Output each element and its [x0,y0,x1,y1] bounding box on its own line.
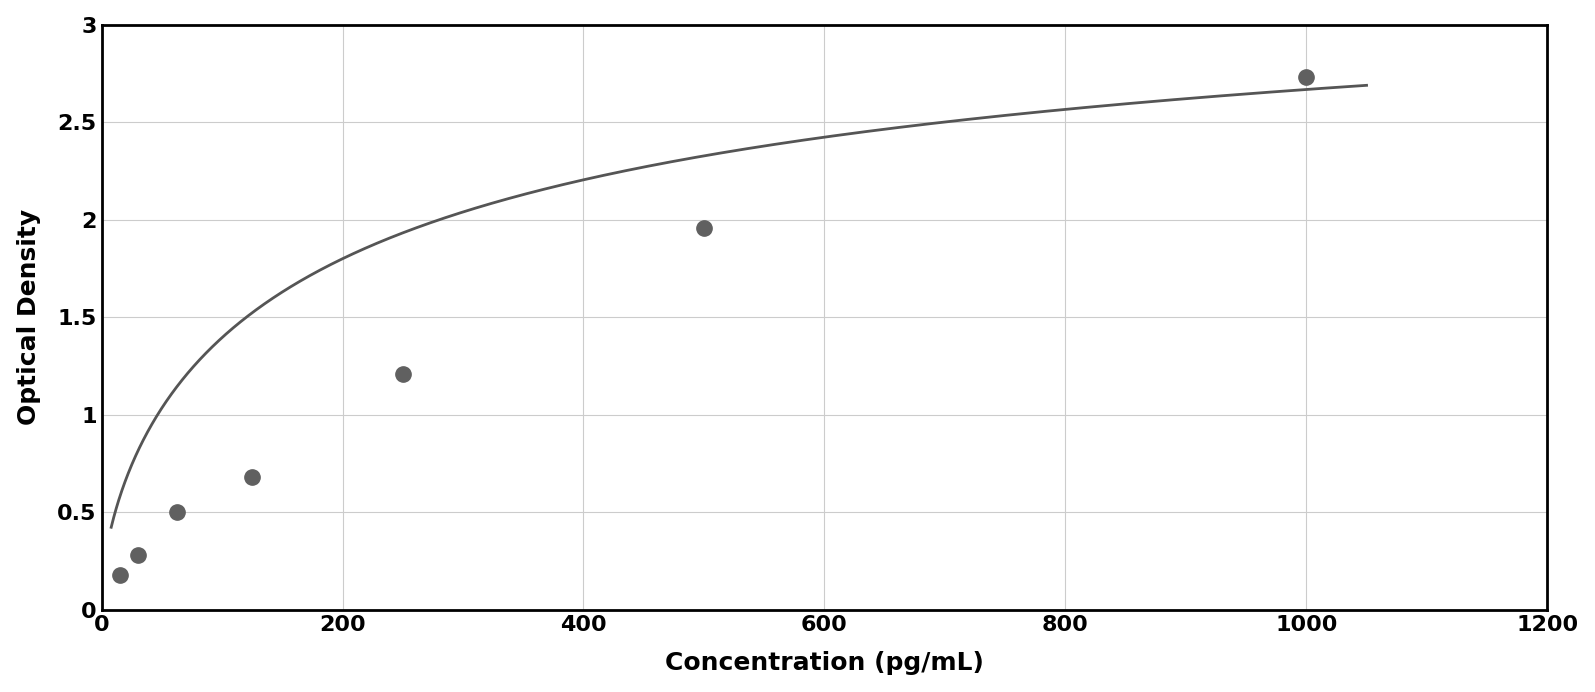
Point [124,549,150,561]
Point [239,472,265,483]
Point [1294,72,1319,83]
Point [691,222,716,233]
Point [391,368,416,379]
X-axis label: Concentration (pg/mL): Concentration (pg/mL) [665,651,984,675]
Point [164,507,190,518]
Y-axis label: Optical Density: Optical Density [16,209,40,426]
Point [107,569,132,580]
